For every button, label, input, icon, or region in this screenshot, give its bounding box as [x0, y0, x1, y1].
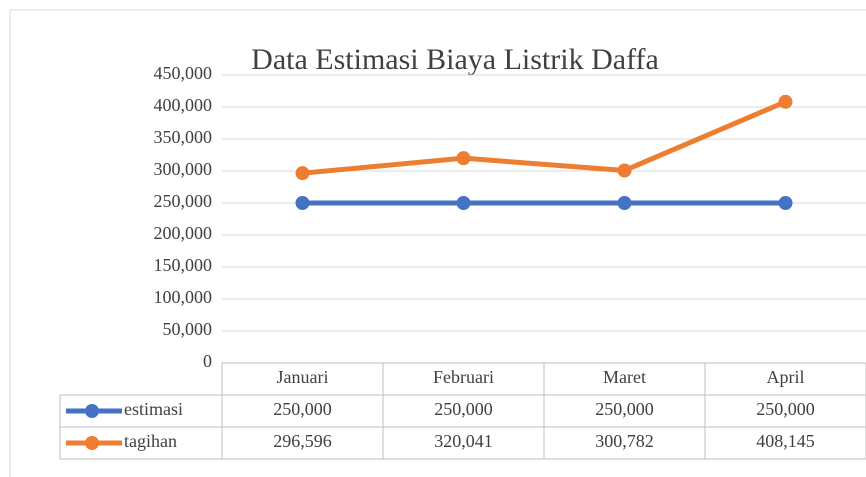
- table-value: 300,782: [595, 431, 654, 451]
- point: [617, 196, 632, 210]
- y-tick-label: 350,000: [154, 127, 213, 147]
- y-tick-label: 300,000: [154, 159, 213, 179]
- y-tick-label: 200,000: [154, 223, 213, 243]
- point: [295, 196, 310, 210]
- legend-marker: [85, 436, 99, 450]
- table-value: 250,000: [595, 399, 654, 419]
- x-tick-label: Januari: [277, 367, 329, 387]
- point: [456, 151, 471, 166]
- x-tick-label: Maret: [603, 367, 646, 387]
- table-value: 250,000: [756, 399, 815, 419]
- y-tick-label: 250,000: [154, 191, 213, 211]
- table-value: 320,041: [434, 431, 493, 451]
- y-tick-label: 450,000: [154, 63, 213, 83]
- point: [617, 163, 632, 178]
- table-value: 250,000: [273, 399, 332, 419]
- legend-label: tagihan: [124, 431, 177, 451]
- y-tick-label: 100,000: [154, 287, 213, 307]
- point: [778, 196, 793, 210]
- point: [778, 94, 793, 109]
- y-tick-label: 400,000: [154, 95, 213, 115]
- y-tick-label: 50,000: [163, 319, 213, 339]
- legend-marker: [85, 404, 99, 418]
- legend-label: estimasi: [124, 399, 183, 419]
- table-value: 296,596: [273, 431, 332, 451]
- y-tick-label: 0: [203, 351, 212, 371]
- point: [456, 196, 471, 210]
- y-tick-label: 150,000: [154, 255, 213, 275]
- x-tick-label: April: [767, 367, 805, 387]
- table-value: 408,145: [756, 431, 815, 451]
- series-line: [302, 99, 787, 176]
- point: [295, 166, 310, 181]
- table-value: 250,000: [434, 399, 493, 419]
- x-tick-label: Februari: [433, 367, 494, 387]
- chart-title: Data Estimasi Biaya Listrik Daffa: [251, 43, 659, 76]
